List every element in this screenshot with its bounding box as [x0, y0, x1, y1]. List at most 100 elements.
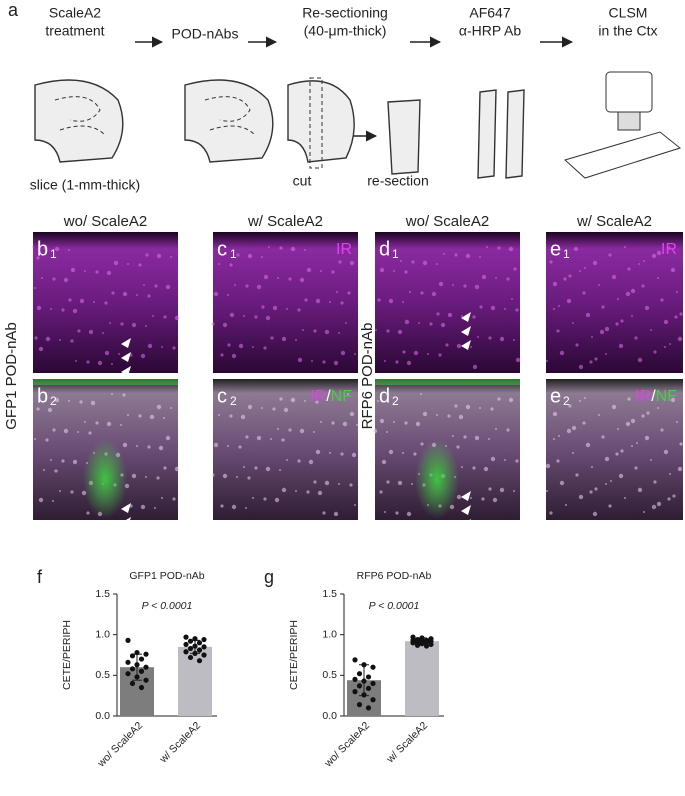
cell-speckle [95, 421, 99, 425]
cell-speckle [156, 253, 162, 259]
arrowhead [121, 352, 131, 362]
cell-speckle [297, 459, 301, 463]
cell-speckle [131, 473, 137, 479]
cell-speckle [79, 298, 85, 304]
cell-speckle [149, 414, 155, 420]
cell-speckle [657, 277, 659, 279]
cell-speckle [274, 497, 280, 503]
column-header: wo/ ScaleA2 [405, 213, 489, 230]
x-tick-label: w/ ScaleA2 [384, 719, 430, 765]
x-tick-label: wo/ ScaleA2 [322, 719, 373, 770]
cell-speckle [488, 438, 490, 440]
cell-speckle [598, 284, 600, 286]
data-point [356, 683, 363, 689]
cell-speckle [553, 308, 555, 310]
cell-speckle [281, 336, 287, 342]
cell-speckle [254, 315, 258, 319]
cell-speckle [317, 490, 323, 496]
cell-speckle [395, 360, 399, 364]
cell-speckle [594, 487, 598, 491]
cell-speckle [566, 428, 572, 434]
data-point [134, 662, 140, 668]
y-axis-label: CETE/PERIPH [61, 620, 73, 690]
step-label: Re-sectioning [302, 5, 388, 21]
cell-speckle [329, 452, 331, 454]
channel-label: IR [661, 241, 677, 258]
cell-speckle [145, 253, 149, 257]
step-label: CLSM [609, 5, 648, 21]
data-point [187, 645, 194, 652]
cell-speckle [45, 336, 51, 342]
cell-speckle [213, 291, 219, 297]
cell-speckle [245, 435, 249, 439]
cell-speckle [50, 308, 52, 310]
cell-speckle [429, 322, 433, 326]
cell-speckle [566, 298, 572, 304]
cell-speckle [245, 507, 247, 509]
cell-speckle [356, 424, 358, 426]
panel-label: b [37, 385, 48, 407]
cell-speckle [515, 308, 519, 312]
cell-speckle [572, 452, 574, 454]
cell-speckle [634, 466, 638, 470]
cell-speckle [118, 353, 120, 355]
cell-speckle [454, 253, 458, 257]
cell-speckle [667, 497, 671, 501]
panel-letter: f [37, 567, 43, 587]
cell-speckle [229, 414, 233, 418]
arrowhead [461, 491, 471, 501]
cell-speckle [386, 480, 390, 484]
cell-speckle [422, 260, 428, 266]
cell-speckle [106, 421, 112, 427]
cell-speckle [474, 435, 480, 441]
cell-speckle [238, 445, 242, 449]
step-label: AF647 [469, 5, 510, 21]
cell-speckle [147, 294, 151, 298]
data-point [125, 671, 131, 677]
cell-speckle [86, 511, 90, 515]
y-tick-label: 0.5 [95, 669, 110, 681]
cell-speckle [295, 339, 297, 341]
cell-speckle [52, 428, 56, 432]
cell-speckle [452, 284, 454, 286]
data-point [134, 674, 140, 680]
cell-speckle [306, 267, 312, 273]
column-header: wo/ ScaleA2 [63, 213, 147, 230]
cell-speckle [506, 277, 510, 281]
panel-label: e [550, 385, 561, 407]
cell-speckle [379, 418, 385, 424]
arrowhead [121, 338, 131, 348]
cell-speckle [254, 466, 258, 470]
panel-letter: g [264, 567, 274, 587]
data-point [192, 650, 198, 656]
step-label: (40-μm-thick) [304, 23, 387, 39]
cell-speckle [641, 414, 645, 418]
cell-speckle [313, 431, 315, 433]
cell-speckle [486, 246, 488, 248]
cell-speckle [220, 353, 224, 357]
cell-speckle [573, 246, 579, 252]
cell-speckle [470, 346, 472, 348]
cell-speckle [601, 435, 605, 439]
row-label: RFP6 POD-nAb [359, 323, 376, 430]
cell-speckle [211, 473, 215, 477]
cell-speckle [637, 487, 643, 493]
cell-speckle [331, 270, 335, 274]
cell-speckle [495, 277, 497, 279]
cell-speckle [231, 353, 237, 359]
cell-speckle [302, 329, 304, 331]
cell-speckle [234, 284, 236, 286]
cell-speckle [295, 490, 297, 492]
cell-speckle [297, 357, 303, 363]
cell-speckle [445, 343, 449, 347]
data-point [138, 668, 145, 674]
cell-speckle [70, 267, 76, 273]
cell-speckle [436, 414, 438, 416]
cell-speckle [247, 404, 253, 410]
cell-speckle [320, 270, 322, 272]
cell-speckle [227, 445, 229, 447]
cell-speckle [508, 397, 514, 403]
cell-speckle [290, 246, 296, 252]
cell-speckle [154, 507, 156, 509]
cell-speckle [624, 246, 626, 248]
